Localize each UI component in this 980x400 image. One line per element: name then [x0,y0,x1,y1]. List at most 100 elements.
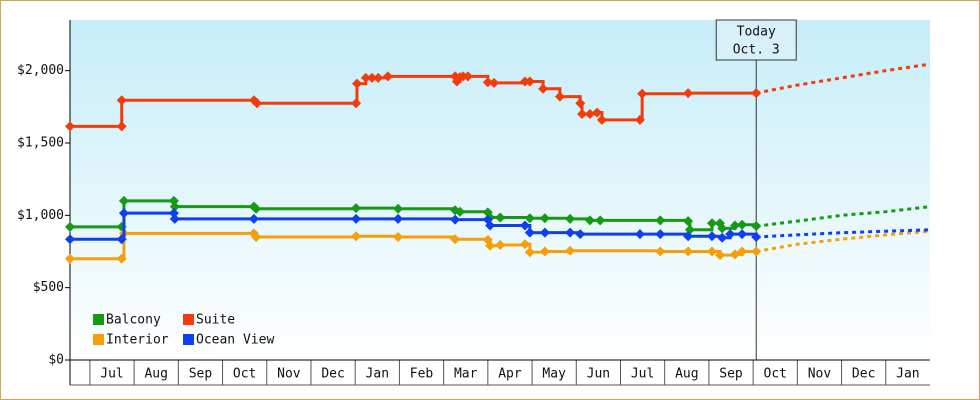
point [495,239,506,250]
point [454,206,465,217]
point [351,203,362,214]
point [462,71,473,82]
today-box [715,19,797,61]
point [730,220,741,231]
today-label: Today [737,25,776,40]
x-tick-label: Aug [144,367,167,382]
point [539,246,550,257]
x-tick-label: Nov [808,367,832,382]
forecast-line [756,228,931,239]
point [584,215,595,226]
y-tick-label: $0 [48,353,64,368]
point [116,121,127,132]
point [485,220,496,231]
point [634,114,645,125]
series-line [65,208,931,245]
point [683,246,694,257]
point [351,98,362,109]
point [751,88,762,99]
point [351,231,362,242]
point [707,218,718,229]
legend-swatch [183,334,194,345]
point [592,107,603,118]
point [252,98,263,109]
x-tick-label: Mar [454,367,478,382]
legend-swatch [183,314,194,325]
series-line [65,62,931,132]
point [524,213,535,224]
point [634,229,645,240]
point [65,221,75,232]
legend-label: Balcony [106,313,161,328]
x-tick-label: Jul [631,367,654,382]
point [65,121,75,132]
point [65,234,75,245]
point [524,227,535,238]
x-tick-label: Aug [675,367,698,382]
x-tick-label: Sep [189,367,213,382]
point [565,245,576,256]
point [565,227,576,238]
forecast-line [756,205,931,228]
x-tick-label: May [542,367,566,382]
point [539,213,550,224]
point [655,229,666,240]
point [717,232,728,243]
x-tick-label: Dec [321,367,344,382]
point [595,215,606,226]
point [351,78,362,89]
series-line [65,228,931,264]
point [382,71,393,82]
point [118,195,129,206]
point [737,219,748,230]
forecast-line [755,62,931,95]
point [683,216,694,227]
point [655,215,666,226]
point [725,229,736,240]
point [116,253,127,264]
y-tick-label: $2,000 [17,63,64,78]
x-tick-label: Jan [896,367,919,382]
plot-area [70,20,930,360]
point [637,88,648,99]
point [366,72,377,83]
point [584,109,595,120]
point [577,109,588,120]
point [737,246,748,257]
point [565,213,576,224]
point [495,212,506,223]
today-date: Oct. 3 [733,43,780,58]
legend-swatch [93,334,104,345]
point [489,77,500,88]
x-tick-label: Jul [100,367,123,382]
point [714,250,725,261]
legend-label: Suite [196,313,235,328]
point [450,214,461,225]
x-tick-label: Feb [410,367,434,382]
point [482,77,493,88]
point [539,227,550,238]
point [655,246,666,257]
y-tick-label: $1,000 [17,208,64,223]
x-tick-label: Sep [719,367,743,382]
x-tick-label: Jun [587,367,610,382]
point [683,231,694,242]
point [116,234,127,245]
point [169,213,180,224]
x-tick-label: Dec [852,367,875,382]
point [393,232,404,243]
point [373,72,384,83]
point [575,229,586,240]
point [65,253,75,264]
point [554,91,565,102]
x-tick-label: Nov [277,367,301,382]
point [351,213,362,224]
point [596,114,607,125]
point [393,203,404,214]
point [169,201,180,212]
point [248,213,259,224]
point [519,239,530,250]
point [251,232,262,243]
